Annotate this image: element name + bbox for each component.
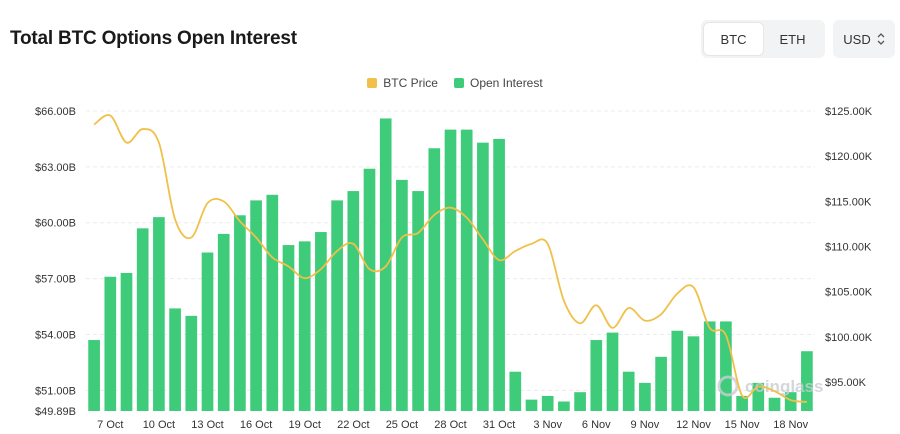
right-axis-tick-label: $100.00K — [825, 332, 873, 344]
right-axis-tick-label: $115.00K — [825, 196, 872, 208]
x-axis-tick-label: 18 Nov — [773, 419, 808, 431]
open-interest-bar — [639, 382, 651, 411]
open-interest-bar — [153, 217, 165, 411]
open-interest-bar — [460, 129, 473, 411]
left-axis-tick-label: $51.00B — [35, 385, 76, 397]
left-axis-tick-label: $49.89B — [35, 406, 76, 418]
right-axis-tick-label: $125.00K — [825, 106, 873, 118]
currency-select[interactable]: USD — [833, 20, 895, 58]
open-interest-bar — [574, 392, 586, 411]
open-interest-bar — [671, 330, 684, 411]
x-axis-tick-label: 25 Oct — [386, 419, 418, 431]
open-interest-bar — [266, 194, 279, 411]
open-interest-bar — [379, 118, 392, 411]
open-interest-bar — [347, 191, 360, 411]
chevron-up-down-icon — [877, 33, 885, 45]
watermark-text: coinglass — [745, 377, 823, 396]
legend-label-open-interest: Open Interest — [469, 76, 543, 90]
x-axis-tick-label: 12 Nov — [676, 419, 711, 431]
open-interest-bar — [201, 252, 214, 411]
open-interest-bar — [217, 233, 230, 411]
open-interest-bar — [606, 332, 619, 411]
tab-btc[interactable]: BTC — [704, 23, 763, 55]
x-axis-tick-label: 6 Nov — [582, 419, 611, 431]
open-interest-bar — [493, 138, 505, 411]
open-interest-bar — [120, 273, 133, 411]
x-axis-tick-label: 13 Oct — [191, 419, 223, 431]
chart-title: Total BTC Options Open Interest — [10, 28, 297, 49]
open-interest-bar — [331, 200, 343, 411]
x-axis-tick-label: 16 Oct — [240, 419, 272, 431]
open-interest-bar — [736, 395, 748, 411]
x-axis-tick-label: 31 Oct — [483, 419, 515, 431]
open-interest-bar — [558, 401, 570, 411]
tab-eth[interactable]: ETH — [779, 31, 806, 47]
x-axis-tick-label: 7 Oct — [97, 419, 123, 431]
open-interest-bar — [104, 276, 117, 411]
open-interest-bar — [655, 356, 667, 411]
open-interest-bar — [509, 371, 522, 411]
chart-legend: BTC Price Open Interest — [0, 76, 900, 90]
legend-swatch-btc-price — [367, 78, 378, 88]
x-axis-tick-label: 10 Oct — [143, 419, 175, 431]
open-interest-bar — [801, 351, 813, 411]
open-interest-bar — [477, 142, 489, 411]
open-interest-bar — [444, 129, 457, 411]
open-interest-bar — [752, 382, 765, 411]
open-interest-bar — [428, 148, 441, 411]
open-interest-bar — [298, 241, 311, 411]
open-interest-bar — [784, 392, 797, 411]
open-interest-bar — [363, 168, 376, 411]
legend-item-open-interest[interactable]: Open Interest — [453, 76, 543, 90]
x-axis-tick-label: 9 Nov — [631, 419, 660, 431]
open-interest-bar — [396, 179, 408, 411]
legend-label-btc-price: BTC Price — [383, 76, 438, 90]
btc-price-line — [93, 114, 807, 403]
x-axis-tick-label: 22 Oct — [337, 419, 369, 431]
open-interest-bar — [315, 232, 327, 411]
legend-item-btc-price[interactable]: BTC Price — [367, 76, 438, 90]
open-interest-bar — [234, 215, 246, 411]
left-axis-tick-label: $54.00B — [35, 329, 76, 341]
x-axis-tick-label: 3 Nov — [533, 419, 562, 431]
open-interest-bar — [525, 399, 538, 411]
x-axis-tick-label: 19 Oct — [288, 419, 320, 431]
left-axis-tick-label: $60.00B — [35, 218, 76, 230]
open-interest-bar — [622, 371, 635, 411]
open-interest-bar — [590, 340, 603, 411]
open-interest-bar — [687, 336, 700, 411]
right-axis-tick-label: $95.00K — [825, 377, 867, 389]
open-interest-bar — [768, 397, 781, 411]
open-interest-bar — [169, 308, 181, 411]
legend-swatch-open-interest — [453, 78, 464, 88]
open-interest-bar — [720, 321, 732, 411]
currency-select-value: USD — [843, 31, 871, 47]
open-interest-bar — [541, 395, 554, 411]
right-axis-tick-label: $105.00K — [825, 287, 873, 299]
left-axis-tick-label: $57.00B — [35, 274, 76, 286]
x-axis-tick-label: 15 Nov — [725, 419, 760, 431]
open-interest-bar — [412, 191, 424, 411]
right-axis-tick-label: $110.00K — [825, 242, 872, 254]
open-interest-bar — [136, 228, 149, 411]
open-interest-bar — [185, 315, 198, 411]
open-interest-bar — [282, 245, 295, 411]
open-interest-bar — [88, 340, 100, 411]
left-axis-tick-label: $63.00B — [35, 162, 76, 174]
asset-toggle: BTC ETH — [701, 20, 825, 58]
open-interest-bar — [250, 200, 262, 411]
right-axis-tick-label: $120.00K — [825, 151, 873, 163]
open-interest-bar — [703, 321, 716, 411]
left-axis-tick-label: $66.00B — [35, 106, 76, 118]
x-axis-tick-label: 28 Oct — [434, 419, 466, 431]
watermark-logo-icon — [717, 375, 739, 397]
